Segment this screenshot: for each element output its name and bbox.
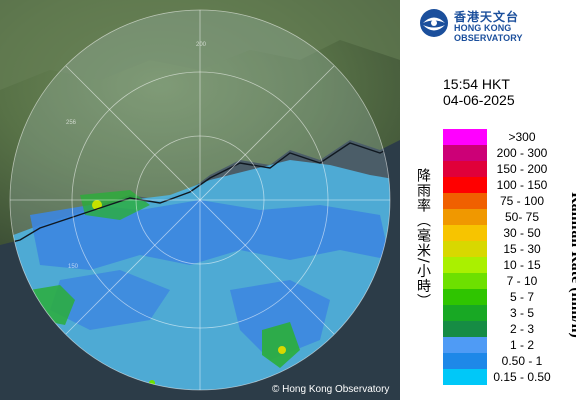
legend-range-label: 200 - 300: [496, 146, 548, 160]
legend-range-label: 5 - 7: [509, 290, 534, 304]
legend-range-label: 2 - 3: [509, 322, 534, 336]
legend-range-label: 10 - 15: [503, 258, 541, 272]
legend-range-label: 100 - 150: [496, 178, 548, 192]
legend-range-label: 1 - 2: [509, 338, 534, 352]
legend-swatch: [443, 177, 487, 193]
legend-unit-en-text: Rainfall Rate (mm/h): [568, 192, 576, 338]
legend-swatch: [443, 257, 487, 273]
rain-field-moderate-2: [50, 270, 170, 330]
legend-swatch: [443, 129, 487, 145]
range-ring-label-1: 200: [196, 42, 207, 48]
rain-field-moderate-3: [230, 280, 330, 360]
copyright-notice: © Hong Kong Observatory: [272, 384, 390, 395]
legend-swatch: [443, 289, 487, 305]
legend-range-label: 7 - 10: [506, 274, 538, 288]
legend-swatch: [443, 369, 487, 385]
legend-panel: [400, 0, 577, 400]
legend-swatch: [443, 353, 487, 369]
org-name-zh: 香港天文台: [454, 10, 520, 24]
legend-swatch: [443, 321, 487, 337]
legend-swatch: [443, 337, 487, 353]
legend-range-label: 15 - 30: [503, 242, 541, 256]
legend-range-label: 0.50 - 1: [501, 354, 543, 368]
legend-swatch: [443, 209, 487, 225]
timestamp-date: 04-06-2025: [443, 92, 515, 108]
rain-cell-yellow-2: [278, 346, 286, 354]
legend-range-label: 3 - 5: [509, 306, 534, 320]
timestamp-time: 15:54 HKT: [443, 76, 510, 92]
legend-swatch: [443, 305, 487, 321]
range-rings: [9, 9, 391, 391]
legend-range-label: 150 - 200: [496, 162, 548, 176]
legend-swatch: [443, 273, 487, 289]
legend-range-label: 30 - 50: [503, 226, 541, 240]
legend-swatch: [443, 145, 487, 161]
rain-cell-green-southeast: [262, 322, 300, 368]
legend-range-label: >300: [508, 130, 536, 144]
radar-map[interactable]: 200 256 150 © Hong Kong Observatory: [0, 0, 400, 400]
legend-range-label: 50- 75: [504, 210, 540, 224]
legend-range-label: 0.15 - 0.50: [493, 370, 551, 384]
range-ring-label-2: 256: [66, 120, 77, 126]
range-ring-label-3: 150: [68, 264, 79, 270]
legend-swatch: [443, 241, 487, 257]
legend-unit-zh: 降雨率（毫米/小時）: [415, 168, 431, 309]
radar-map-canvas: 200 256 150: [0, 0, 400, 391]
legend-swatch: [443, 161, 487, 177]
legend-swatch: [443, 225, 487, 241]
org-name-en: HONG KONG OBSERVATORY: [454, 23, 523, 43]
legend-swatch: [443, 193, 487, 209]
legend-range-label: 75 - 100: [499, 194, 545, 208]
legend-unit-en: Rainfall Rate (mm/h): [568, 192, 576, 338]
observatory-logo-icon: [420, 9, 448, 37]
rain-cell-green-central: [80, 190, 150, 220]
